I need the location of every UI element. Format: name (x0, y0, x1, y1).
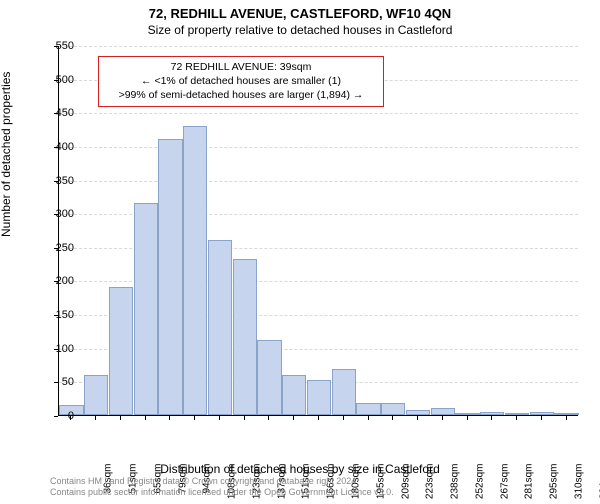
x-axis-label: Distribution of detached houses by size … (0, 462, 600, 476)
x-tick-mark (343, 416, 344, 420)
histogram-bar (208, 240, 232, 415)
x-tick-mark (516, 416, 517, 420)
property-annotation-box: 72 REDHILL AVENUE: 39sqm ← <1% of detach… (98, 56, 384, 107)
y-tick-mark (54, 416, 58, 417)
y-axis-label: Number of detached properties (0, 72, 13, 237)
footer-line2: Contains public sector information licen… (50, 487, 592, 498)
y-tick-mark (54, 113, 58, 114)
y-tick-mark (54, 46, 58, 47)
x-tick-mark (417, 416, 418, 420)
histogram-bar (109, 287, 133, 415)
histogram-bar (480, 412, 504, 415)
x-tick-mark (169, 416, 170, 420)
x-tick-mark (566, 416, 567, 420)
y-tick-mark (54, 80, 58, 81)
x-tick-mark (368, 416, 369, 420)
annotation-larger-pct: >99% of semi-detached houses are larger … (105, 88, 377, 102)
histogram-bar (530, 412, 554, 415)
y-tick-mark (54, 281, 58, 282)
chart-subtitle: Size of property relative to detached ho… (0, 21, 600, 37)
histogram-bar (307, 380, 331, 415)
x-tick-mark (467, 416, 468, 420)
histogram-bar (332, 369, 356, 415)
x-tick-mark (70, 416, 71, 420)
chart-title-address: 72, REDHILL AVENUE, CASTLEFORD, WF10 4QN (0, 0, 600, 21)
annotation-smaller-pct: ← <1% of detached houses are smaller (1) (105, 74, 377, 88)
gridline (59, 113, 578, 114)
x-tick-mark (268, 416, 269, 420)
histogram-bar (183, 126, 207, 415)
histogram-bar (356, 403, 380, 415)
x-tick-mark (145, 416, 146, 420)
x-tick-mark (392, 416, 393, 420)
x-tick-mark (244, 416, 245, 420)
histogram-bar (505, 413, 529, 415)
x-tick-mark (318, 416, 319, 420)
x-tick-mark (541, 416, 542, 420)
histogram-bar (282, 375, 306, 415)
histogram-bar (84, 375, 108, 415)
copyright-footer: Contains HM Land Registry data © Crown c… (50, 476, 592, 498)
gridline (59, 46, 578, 47)
histogram-bar (257, 340, 281, 415)
histogram-bar (554, 413, 578, 415)
x-tick-mark (293, 416, 294, 420)
y-tick-mark (54, 147, 58, 148)
histogram-bar (158, 139, 182, 415)
y-tick-mark (54, 181, 58, 182)
x-tick-mark (120, 416, 121, 420)
histogram-bar (406, 410, 430, 415)
y-tick-mark (54, 349, 58, 350)
histogram-bar (233, 259, 257, 415)
x-tick-mark (219, 416, 220, 420)
x-tick-mark (442, 416, 443, 420)
gridline (59, 147, 578, 148)
footer-line1: Contains HM Land Registry data © Crown c… (50, 476, 592, 487)
y-tick-mark (54, 315, 58, 316)
y-tick-mark (54, 214, 58, 215)
histogram-bar (381, 403, 405, 415)
y-tick-mark (54, 248, 58, 249)
gridline (59, 181, 578, 182)
x-tick-mark (95, 416, 96, 420)
x-tick-mark (194, 416, 195, 420)
y-tick-mark (54, 382, 58, 383)
histogram-bar (134, 203, 158, 415)
histogram-bar (431, 408, 455, 415)
histogram-bar (455, 413, 479, 415)
annotation-property-size: 72 REDHILL AVENUE: 39sqm (105, 60, 377, 74)
x-tick-mark (491, 416, 492, 420)
